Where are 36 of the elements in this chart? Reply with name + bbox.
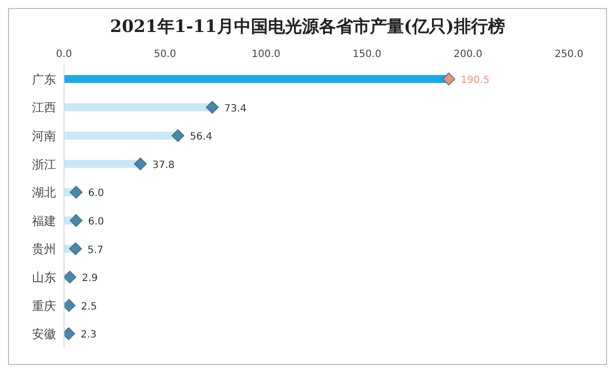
- data-label: 2.9: [82, 273, 98, 284]
- y-tick-label: 安徽: [32, 327, 56, 342]
- data-label: 56.4: [190, 132, 212, 143]
- y-tick-label: 重庆: [32, 298, 56, 313]
- x-tick-label: 0.0: [56, 49, 72, 60]
- point: [70, 214, 83, 227]
- data-label: 2.3: [80, 330, 97, 341]
- x-tick-label: 250.0: [554, 49, 584, 60]
- data-label: 73.4: [224, 103, 247, 114]
- point: [134, 158, 147, 170]
- data-label: 6.0: [88, 216, 104, 228]
- y-tick-label: 福建: [32, 214, 56, 228]
- y-tick-label: 广东: [32, 72, 56, 86]
- x-tick-label: 100.0: [252, 49, 280, 60]
- y-tick-label: 湖北: [32, 186, 56, 200]
- data-label: 2.5: [81, 301, 97, 312]
- point: [64, 270, 76, 284]
- point: [172, 129, 184, 142]
- point: [206, 100, 219, 114]
- data-label: 5.7: [88, 244, 104, 256]
- data-label: 37.8: [152, 160, 175, 171]
- y-tick-label: 江西: [32, 100, 56, 115]
- x-tick-label: 50.0: [154, 49, 176, 60]
- x-tick-label: 200.0: [454, 49, 482, 60]
- y-tick-label: 贵州: [32, 242, 56, 256]
- point: [64, 299, 76, 312]
- point: [70, 186, 83, 199]
- data-label: 6.0: [88, 188, 104, 200]
- chart-title: 2021年1-11月中国电光源各省市产量(亿只)排行榜: [109, 16, 506, 38]
- y-tick-label: 浙江: [32, 157, 56, 172]
- y-tick-label: 河南: [32, 129, 56, 144]
- data-label: 190.5: [460, 75, 490, 86]
- y-tick-label: 山东: [32, 270, 56, 285]
- point: [442, 72, 456, 86]
- x-tick-label: 150.0: [352, 49, 382, 60]
- point: [69, 242, 82, 256]
